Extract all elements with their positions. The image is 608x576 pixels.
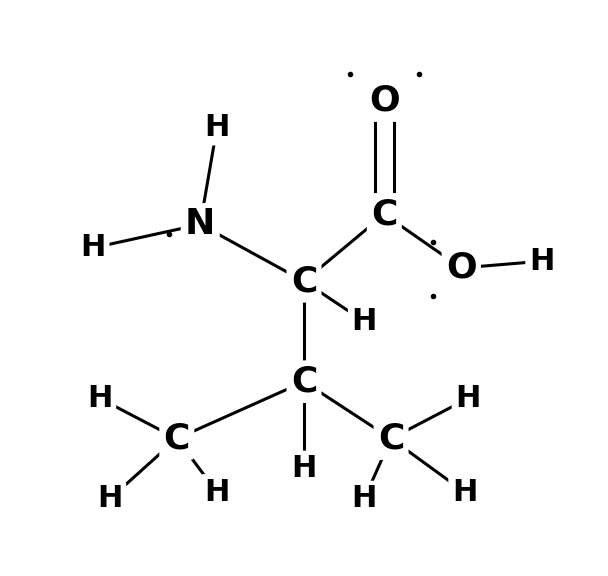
Text: N: N — [185, 207, 215, 241]
Text: C: C — [291, 365, 317, 399]
Text: C: C — [378, 422, 404, 456]
Text: H: H — [204, 113, 230, 142]
Text: H: H — [291, 454, 317, 483]
Text: H: H — [455, 384, 481, 413]
Text: H: H — [80, 233, 106, 262]
Text: H: H — [87, 384, 112, 413]
Text: C: C — [371, 198, 398, 232]
Text: H: H — [97, 484, 123, 513]
Text: H: H — [351, 307, 377, 336]
Text: O: O — [446, 251, 477, 285]
Text: C: C — [164, 422, 190, 456]
Text: O: O — [369, 84, 399, 118]
Text: H: H — [351, 484, 377, 513]
Text: H: H — [529, 247, 554, 276]
Text: H: H — [204, 478, 230, 507]
Text: H: H — [452, 478, 477, 507]
Text: C: C — [291, 264, 317, 298]
